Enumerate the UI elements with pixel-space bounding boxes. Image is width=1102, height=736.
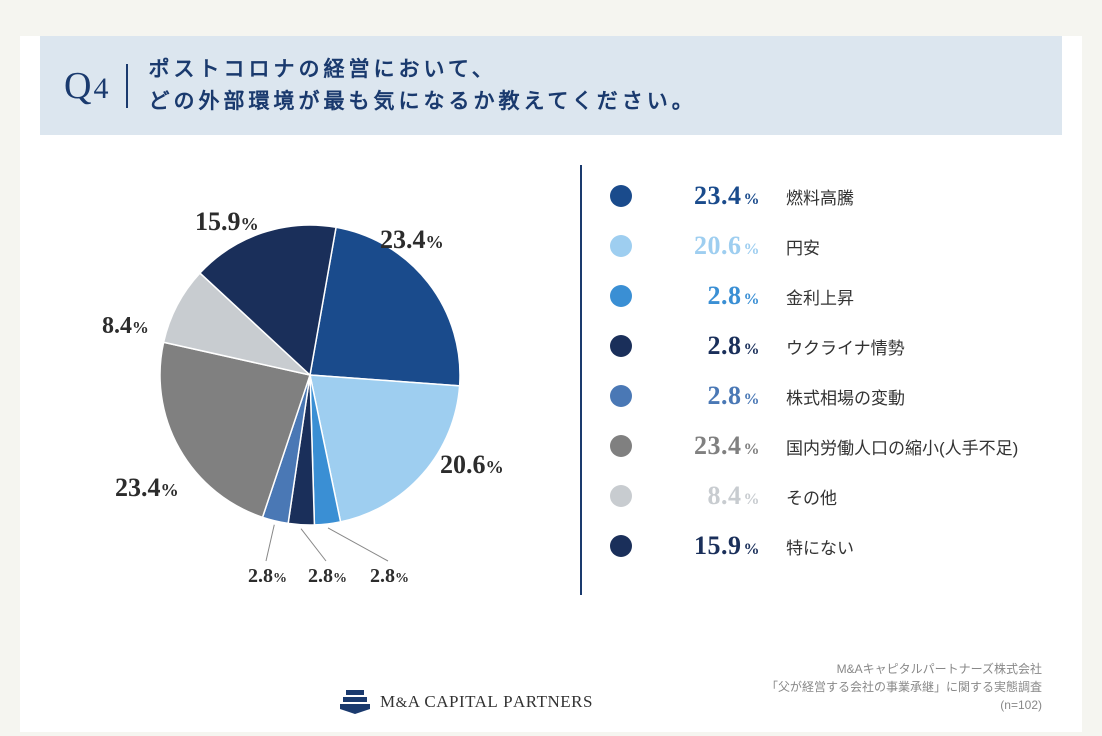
question-number-block: Q 4 bbox=[64, 64, 128, 108]
chart-body: 23.4% 20.6% 2.8% 2.8% 2.8% 23.4% 8.4% 15.9% 23.… bbox=[20, 135, 1082, 605]
legend-pct: 23.4% bbox=[650, 181, 760, 211]
legend: 23.4% 燃料高騰 20.6% 円安 2.8% 金利上昇 2.8% ウクライナ… bbox=[580, 165, 1042, 595]
legend-pct: 2.8% bbox=[650, 381, 760, 411]
pie-chart-container: 23.4% 20.6% 2.8% 2.8% 2.8% 23.4% 8.4% 15.9% bbox=[60, 165, 550, 595]
legend-row: 8.4% その他 bbox=[610, 471, 1042, 521]
company-logo: M&A CAPITAL PARTNERS bbox=[340, 690, 593, 714]
legend-pct: 15.9% bbox=[650, 531, 760, 561]
legend-dot-icon bbox=[610, 285, 632, 307]
legend-label: ウクライナ情勢 bbox=[786, 334, 905, 359]
pie-slice-label: 15.9% bbox=[195, 207, 259, 237]
credit-line: (n=102) bbox=[766, 696, 1042, 714]
pie-chart bbox=[60, 165, 550, 595]
pie-slice-label: 2.8% bbox=[308, 565, 347, 588]
logo-text-part: ARTNERS bbox=[513, 692, 593, 711]
legend-label: 燃料高騰 bbox=[786, 184, 854, 209]
legend-row: 2.8% ウクライナ情勢 bbox=[610, 321, 1042, 371]
legend-row: 2.8% 株式相場の変動 bbox=[610, 371, 1042, 421]
legend-pct: 8.4% bbox=[650, 481, 760, 511]
logo-text: M&A CAPITAL PARTNERS bbox=[380, 692, 593, 712]
legend-pct: 2.8% bbox=[650, 331, 760, 361]
q-number: 4 bbox=[93, 72, 108, 106]
logo-text-part: M bbox=[380, 692, 396, 711]
logo-text-part: APITAL bbox=[436, 692, 498, 711]
pie-slice-label: 8.4% bbox=[102, 313, 149, 340]
survey-card: Q 4 ポストコロナの経営において、どの外部環境が最も気になるか教えてください。… bbox=[20, 36, 1082, 732]
leader-line bbox=[301, 529, 326, 561]
credit-line: 「父が経営する会社の事業承継」に関する実態調査 bbox=[766, 678, 1042, 696]
leader-line bbox=[266, 525, 274, 561]
logo-text-part: P bbox=[498, 692, 513, 711]
pie-slice-label: 2.8% bbox=[370, 565, 409, 588]
legend-pct: 23.4% bbox=[650, 431, 760, 461]
legend-label: 株式相場の変動 bbox=[786, 384, 905, 409]
logo-text-part: A C bbox=[408, 692, 436, 711]
legend-dot-icon bbox=[610, 485, 632, 507]
legend-dot-icon bbox=[610, 335, 632, 357]
question-text: ポストコロナの経営において、どの外部環境が最も気になるか教えてください。 bbox=[148, 54, 696, 117]
q-letter: Q bbox=[64, 64, 91, 108]
legend-dot-icon bbox=[610, 185, 632, 207]
legend-dot-icon bbox=[610, 435, 632, 457]
legend-dot-icon bbox=[610, 235, 632, 257]
legend-row: 15.9% 特にない bbox=[610, 521, 1042, 571]
pie-slice-label: 20.6% bbox=[440, 450, 504, 480]
legend-row: 20.6% 円安 bbox=[610, 221, 1042, 271]
footer: M&A CAPITAL PARTNERS M&Aキャピタルパートナーズ株式会社 … bbox=[20, 660, 1082, 714]
legend-pct: 20.6% bbox=[650, 231, 760, 261]
credit-text: M&Aキャピタルパートナーズ株式会社 「父が経営する会社の事業承継」に関する実態… bbox=[766, 660, 1042, 714]
logo-text-part: & bbox=[396, 695, 408, 711]
legend-label: その他 bbox=[786, 484, 837, 509]
legend-row: 23.4% 国内労働人口の縮小(人手不足) bbox=[610, 421, 1042, 471]
pie-slice-label: 23.4% bbox=[115, 473, 179, 503]
legend-label: 金利上昇 bbox=[786, 284, 854, 309]
pie-slice-label: 2.8% bbox=[248, 565, 287, 588]
question-header: Q 4 ポストコロナの経営において、どの外部環境が最も気になるか教えてください。 bbox=[40, 36, 1062, 135]
legend-dot-icon bbox=[610, 385, 632, 407]
legend-pct: 2.8% bbox=[650, 281, 760, 311]
legend-label: 特にない bbox=[786, 534, 854, 559]
credit-line: M&Aキャピタルパートナーズ株式会社 bbox=[766, 660, 1042, 678]
leader-line bbox=[328, 528, 388, 561]
logo-mark-icon bbox=[340, 690, 370, 714]
legend-row: 2.8% 金利上昇 bbox=[610, 271, 1042, 321]
legend-label: 円安 bbox=[786, 234, 820, 259]
legend-dot-icon bbox=[610, 535, 632, 557]
legend-row: 23.4% 燃料高騰 bbox=[610, 171, 1042, 221]
pie-slice-label: 23.4% bbox=[380, 225, 444, 255]
legend-label: 国内労働人口の縮小(人手不足) bbox=[786, 434, 1018, 459]
